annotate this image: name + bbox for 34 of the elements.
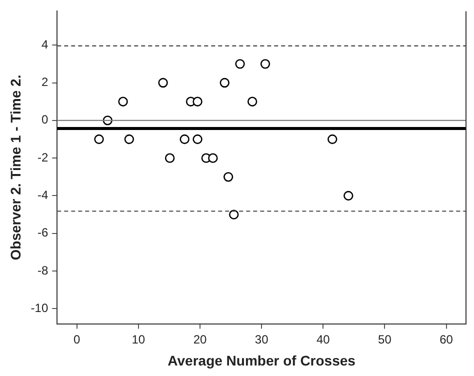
- y-tick-label: 4: [41, 37, 48, 52]
- point: [124, 134, 134, 144]
- x-tick-label: 60: [440, 332, 454, 346]
- point: [223, 172, 234, 182]
- point: [220, 78, 230, 88]
- y-tick-label: -6: [37, 226, 48, 240]
- point: [94, 134, 104, 144]
- x-axis-title: Average Number of Crosses: [168, 352, 356, 368]
- point: [192, 96, 202, 106]
- x-tick-label: 20: [193, 332, 207, 346]
- point: [229, 210, 239, 220]
- point: [192, 134, 202, 144]
- point: [180, 134, 190, 144]
- y-tick-label: 0: [41, 112, 48, 127]
- point: [247, 96, 258, 106]
- y-tick-label: 2: [41, 75, 48, 90]
- y-tick-label: -2: [37, 150, 48, 164]
- x-tick-label: 0: [74, 332, 81, 346]
- y-tick-label: -8: [37, 263, 48, 278]
- point: [164, 153, 175, 163]
- point: [260, 59, 270, 69]
- point: [328, 134, 338, 144]
- y-axis-title: Observer 2. Time 1 - Time 2.: [7, 74, 24, 260]
- x-tick-label: 10: [132, 332, 146, 346]
- y-tick-label: -4: [37, 188, 48, 202]
- point: [118, 96, 128, 106]
- x-tick-label: 50: [378, 332, 392, 346]
- point: [208, 153, 218, 163]
- point: [235, 59, 245, 69]
- y-tick-label: -10: [30, 301, 48, 316]
- x-tick-label: 40: [316, 332, 330, 346]
- x-tick-label: 30: [254, 332, 269, 346]
- point: [158, 78, 168, 88]
- point: [344, 190, 354, 201]
